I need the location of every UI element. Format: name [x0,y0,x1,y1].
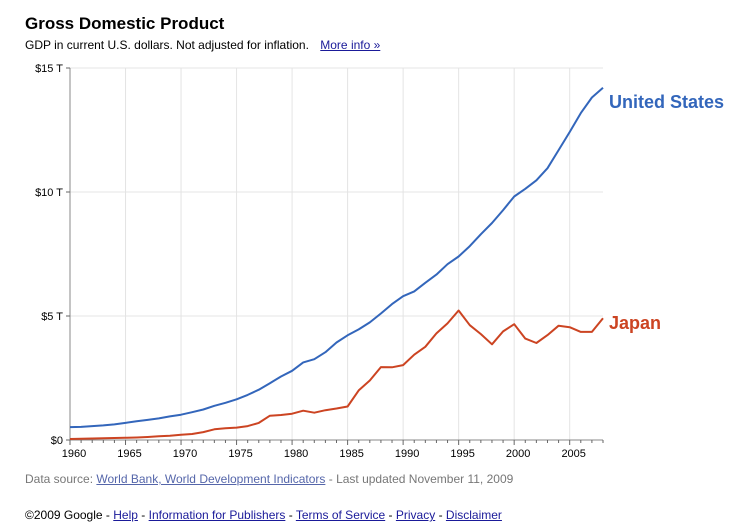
footer: ©2009 Google - Help - Information for Pu… [25,508,502,522]
source-prefix: Data source: [25,472,94,486]
x-tick-label: 1975 [228,448,252,460]
copyright-text: ©2009 Google [25,508,103,522]
y-tick-label: $10 T [35,187,63,199]
x-tick-label: 2005 [561,448,585,460]
x-tick-label: 1960 [62,448,86,460]
chart-subtitle: GDP in current U.S. dollars. Not adjuste… [25,38,380,52]
series-line-united-states [69,87,604,429]
footer-separator: - [438,508,446,522]
footer-link-privacy[interactable]: Privacy [395,508,436,522]
x-tick-label: 2000 [506,448,530,460]
series-label-japan: Japan [609,313,661,333]
chart-title: Gross Domestic Product [25,14,225,33]
data-source-line: Data source: World Bank, World Developme… [25,472,513,486]
source-suffix: - Last updated November 11, 2009 [328,472,514,486]
y-tick-label: $15 T [35,63,63,75]
x-tick-label: 1985 [339,448,363,460]
footer-separator: - [288,508,296,522]
x-tick-label: 1995 [450,448,474,460]
x-tick-label: 1965 [117,448,141,460]
footer-separator: - [105,508,114,522]
source-link[interactable]: World Bank, World Development Indicators [96,472,326,486]
footer-separator: - [141,508,149,522]
footer-link-terms[interactable]: Terms of Service [295,508,386,522]
footer-link-help[interactable]: Help [113,508,138,522]
footer-link-publishers[interactable]: Information for Publishers [148,508,286,522]
plot-area [70,68,603,440]
x-tick-label: 1970 [173,448,197,460]
more-info-link[interactable]: More info » [320,38,381,52]
series-label-united-states: United States [609,92,724,112]
x-tick-label: 1990 [395,448,419,460]
series-line-japan [69,309,604,440]
y-tick-label: $5 T [41,311,63,323]
y-tick-label: $0 [51,435,63,447]
x-tick-label: 1980 [284,448,308,460]
subtitle-text: GDP in current U.S. dollars. Not adjuste… [25,38,309,52]
footer-link-disclaimer[interactable]: Disclaimer [445,508,502,522]
footer-separator: - [388,508,396,522]
gdp-line-chart: $0 $5 T $10 T $15 T 1960 1965 1970 1975 1980 1985… [35,63,724,460]
